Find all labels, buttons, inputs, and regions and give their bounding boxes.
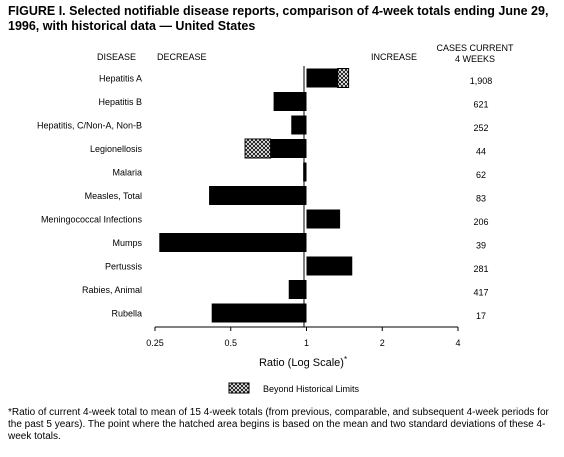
chart-row: Hepatitis, C/Non-A, Non-B 252 (37, 115, 489, 135)
decrease-column-header: DECREASE (157, 52, 207, 62)
cases-value: 252 (473, 123, 488, 133)
cases-value: 62 (476, 170, 486, 180)
chart-row: Pertussis 281 (105, 256, 489, 276)
disease-label: Legionellosis (90, 144, 143, 154)
cases-value: 83 (476, 194, 486, 204)
beyond-limits-hatch (244, 138, 272, 159)
increase-column-header: INCREASE (371, 52, 417, 62)
legend-label: Beyond Historical Limits (263, 384, 360, 394)
x-tick-label: 0.25 (146, 338, 164, 348)
chart-row: Hepatitis B 621 (98, 92, 489, 111)
chart-row: Meningococcal Infections 206 (41, 209, 489, 229)
ratio-bar (303, 162, 307, 182)
cases-value: 44 (476, 147, 486, 157)
chart-row: Malaria 62 (112, 162, 486, 182)
ratio-bar (273, 92, 307, 111)
disease-label: Measles, Total (85, 191, 142, 201)
cases-value: 417 (473, 288, 488, 298)
footnote: *Ratio of current 4-week total to mean o… (8, 407, 549, 442)
ratio-bar (209, 186, 307, 205)
cases-value: 281 (473, 264, 488, 274)
x-tick-label: 4 (455, 338, 460, 348)
disease-label: Malaria (112, 168, 142, 178)
ratio-bar (291, 115, 307, 135)
x-tick-label: 1 (304, 338, 309, 348)
cases-value: 39 (476, 241, 486, 251)
disease-column-header: DISEASE (97, 52, 136, 62)
chart-row: Legionellosis 44 (90, 138, 486, 159)
disease-label: Hepatitis A (99, 74, 142, 84)
cases-column-header-line1: CASES CURRENT (436, 43, 514, 53)
x-tick-label: 0.5 (224, 338, 237, 348)
ratio-bar (306, 256, 353, 276)
chart-row: Measles, Total 83 (85, 186, 486, 205)
disease-label: Meningococcal Infections (41, 215, 143, 225)
beyond-limits-hatch (337, 68, 350, 88)
chart-row: Rubella 17 (111, 303, 486, 323)
x-tick-label: 2 (380, 338, 385, 348)
ratio-bar (159, 233, 307, 252)
disease-label: Mumps (112, 238, 142, 248)
ratio-bar (288, 280, 307, 299)
disease-label: Hepatitis, C/Non-A, Non-B (37, 121, 142, 131)
cases-value: 621 (473, 100, 488, 110)
disease-label: Rabies, Animal (82, 285, 142, 295)
chart-row: Rabies, Animal 417 (82, 280, 489, 299)
disease-label: Rubella (111, 309, 142, 319)
ratio-bar (211, 303, 307, 323)
cases-value: 206 (473, 217, 488, 227)
disease-label: Pertussis (105, 262, 143, 272)
x-axis-label: Ratio (Log Scale)* (259, 355, 347, 369)
legend-swatch (228, 382, 250, 394)
figure-title: FIGURE I. Selected notifiable disease re… (8, 4, 549, 33)
disease-label: Hepatitis B (98, 97, 142, 107)
x-axis-label-marker: * (344, 355, 347, 364)
cases-value: 1,908 (470, 76, 493, 86)
chart-row: Hepatitis A 1,908 (99, 68, 493, 88)
cases-column-header-line2: 4 WEEKS (455, 54, 495, 64)
cases-value: 17 (476, 311, 486, 321)
ratio-bar (306, 209, 341, 229)
chart-row: Mumps 39 (112, 233, 486, 252)
